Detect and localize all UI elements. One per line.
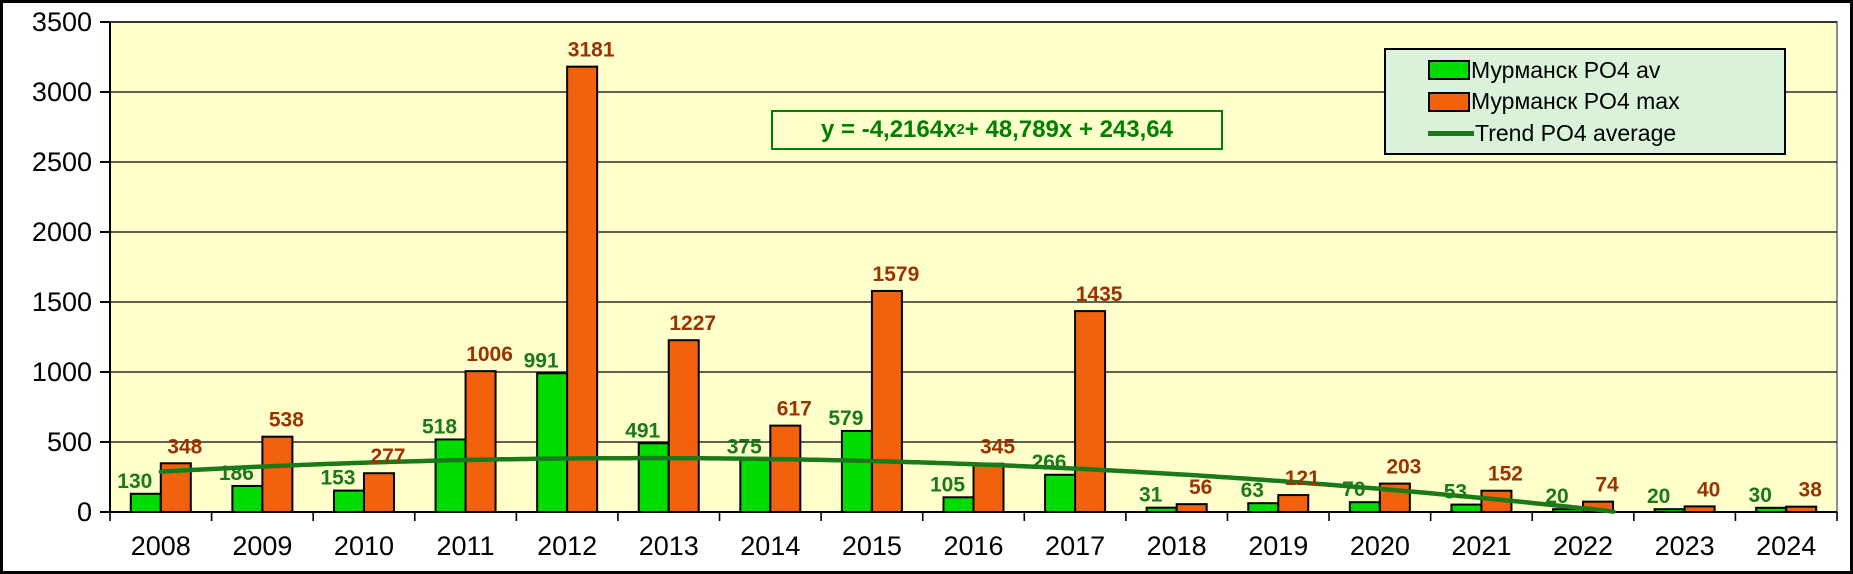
data-label-max-2024: 38 — [1799, 479, 1823, 502]
bar-av-2012 — [536, 372, 569, 514]
bar-max-2010 — [362, 472, 395, 513]
y-tick-label-2000: 2000 — [32, 217, 92, 247]
data-label-max-2012: 3181 — [568, 39, 615, 62]
data-label-av-2024: 30 — [1749, 484, 1772, 507]
y-tick-label-3500: 3500 — [32, 7, 92, 37]
trend-equation-box: y = -4,2164x 2 + 48,789x + 243,64 — [771, 110, 1223, 150]
x-tick-label-2014: 2014 — [740, 531, 800, 561]
bar-max-2015 — [870, 289, 903, 513]
bar-av-2010 — [332, 489, 365, 513]
x-tick-label-2010: 2010 — [334, 531, 394, 561]
data-label-max-2022: 74 — [1595, 474, 1619, 497]
bar-av-2019 — [1247, 502, 1280, 513]
bar-max-2013 — [667, 339, 700, 513]
y-tick-label-2500: 2500 — [32, 147, 92, 177]
x-tick-label-2011: 2011 — [437, 531, 495, 561]
x-tick-label-2015: 2015 — [842, 531, 902, 561]
bar-av-2013 — [637, 442, 670, 514]
legend-label-trend: Trend PO4 average — [1475, 119, 1677, 146]
data-label-av-2013: 491 — [625, 419, 660, 442]
x-tick-label-2009: 2009 — [232, 531, 292, 561]
equation-pre: y = -4,2164x — [821, 116, 957, 143]
legend-label-av: Мурманск PO4 av — [1471, 56, 1661, 83]
data-label-av-2020: 70 — [1342, 478, 1365, 501]
x-tick-label-2016: 2016 — [943, 531, 1003, 561]
bar-max-2014 — [769, 424, 802, 513]
data-label-max-2010: 277 — [370, 445, 405, 468]
bar-max-2009 — [261, 435, 294, 513]
data-label-av-2016: 105 — [930, 473, 965, 496]
bar-av-2011 — [434, 438, 467, 514]
data-label-av-2023: 20 — [1647, 485, 1670, 508]
bar-max-2017 — [1074, 310, 1107, 513]
legend-swatch-trend-line — [1428, 130, 1474, 136]
equation-post: + 48,789x + 243,64 — [964, 116, 1173, 143]
data-label-av-2014: 375 — [727, 436, 762, 459]
bar-max-2018 — [1175, 503, 1208, 514]
y-tick-label-1000: 1000 — [32, 357, 92, 387]
data-label-max-2016: 345 — [980, 436, 1015, 459]
bar-av-2009 — [231, 484, 264, 513]
data-label-av-2009: 186 — [219, 462, 254, 485]
data-label-av-2022: 20 — [1545, 485, 1568, 508]
data-label-max-2011: 1006 — [466, 343, 513, 366]
bar-av-2015 — [840, 429, 873, 513]
x-tick-label-2018: 2018 — [1147, 531, 1207, 561]
bar-max-2019 — [1277, 494, 1310, 513]
bar-max-2012 — [566, 65, 599, 513]
data-label-av-2015: 579 — [828, 407, 863, 430]
legend-swatch-max — [1428, 91, 1470, 112]
bar-max-2016 — [972, 462, 1005, 514]
data-label-av-2021: 53 — [1444, 481, 1467, 504]
data-label-av-2018: 31 — [1139, 484, 1163, 507]
x-tick-label-2017: 2017 — [1045, 531, 1105, 561]
legend-item-trend: Trend PO4 average — [1428, 119, 1784, 146]
bar-av-2020 — [1348, 501, 1381, 514]
trend-line — [158, 455, 1616, 514]
bar-av-2021 — [1450, 503, 1483, 513]
bar-av-2014 — [739, 458, 772, 513]
y-tick-label-3000: 3000 — [32, 77, 92, 107]
bar-av-2008 — [129, 492, 162, 513]
data-label-max-2017: 1435 — [1076, 283, 1123, 306]
x-tick-label-2024: 2024 — [1756, 531, 1816, 561]
data-label-av-2019: 63 — [1241, 479, 1264, 502]
bar-av-2017 — [1044, 473, 1077, 514]
data-label-max-2020: 203 — [1386, 456, 1421, 479]
data-label-max-2014: 617 — [777, 398, 812, 421]
data-label-av-2017: 266 — [1032, 451, 1067, 474]
x-tick-label-2020: 2020 — [1350, 531, 1410, 561]
legend-swatch-av — [1428, 60, 1470, 80]
data-label-max-2023: 40 — [1697, 478, 1720, 501]
legend-label-max: Мурманск PO4 max — [1471, 88, 1680, 114]
bar-max-2011 — [464, 370, 497, 513]
data-label-max-2015: 1579 — [873, 263, 920, 286]
legend-item-max: Мурманск PO4 max — [1428, 90, 1784, 113]
data-label-max-2019: 121 — [1285, 467, 1320, 490]
data-label-max-2021: 152 — [1488, 463, 1523, 486]
data-label-av-2008: 130 — [117, 470, 152, 493]
x-tick-label-2023: 2023 — [1655, 531, 1715, 561]
legend-item-av: Мурманск PO4 av — [1428, 56, 1784, 83]
data-label-av-2012: 991 — [524, 349, 559, 372]
data-label-max-2009: 538 — [269, 409, 304, 432]
x-tick-label-2012: 2012 — [537, 531, 597, 561]
y-tick-label-0: 0 — [77, 497, 92, 527]
x-tick-label-2022: 2022 — [1553, 531, 1613, 561]
data-label-max-2008: 348 — [167, 435, 202, 458]
data-label-max-2013: 1227 — [669, 312, 716, 335]
x-tick-label-2008: 2008 — [131, 531, 191, 561]
x-tick-label-2021: 2021 — [1451, 531, 1511, 561]
x-tick-label-2019: 2019 — [1248, 531, 1308, 561]
bar-av-2016 — [942, 496, 975, 513]
data-label-max-2018: 56 — [1189, 476, 1212, 499]
data-label-av-2010: 153 — [320, 467, 355, 490]
chart-legend: Мурманск PO4 av Мурманск PO4 max Trend P… — [1384, 48, 1786, 155]
x-tick-label-2013: 2013 — [639, 531, 699, 561]
y-tick-label-1500: 1500 — [32, 287, 92, 317]
y-tick-label-500: 500 — [47, 427, 92, 457]
data-label-av-2011: 518 — [422, 415, 457, 438]
